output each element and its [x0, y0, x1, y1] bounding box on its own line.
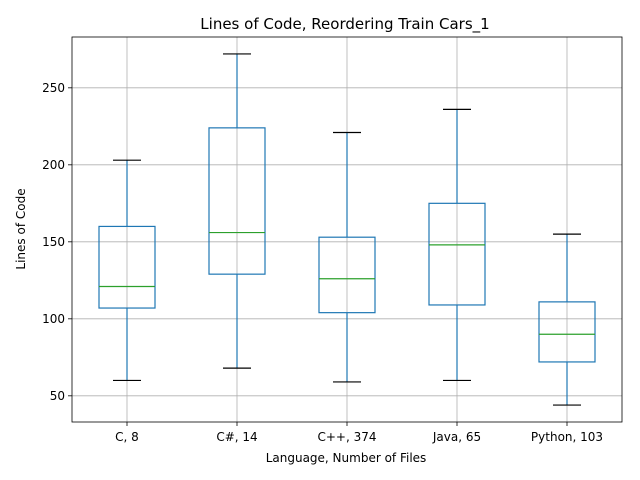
y-tick-label: 200: [42, 158, 65, 172]
iqr-box: [98, 225, 156, 309]
x-tick-label: Java, 65: [432, 430, 481, 444]
y-tick-label: 100: [42, 312, 65, 326]
box-2: [318, 131, 376, 383]
x-tick-label: C++, 374: [317, 430, 376, 444]
y-tick-label: 50: [50, 389, 65, 403]
iqr-box: [208, 127, 266, 275]
box-1: [208, 53, 266, 369]
x-axis-ticks: C, 8 C#, 14 C++, 374 Java, 65 Python, 103: [115, 422, 603, 444]
y-tick-label: 250: [42, 81, 65, 95]
chart-title: Lines of Code, Reordering Train Cars_1: [200, 15, 489, 34]
box-series: [98, 53, 596, 406]
y-axis-ticks: 50 100 150 200 250: [42, 81, 72, 403]
iqr-box: [318, 236, 376, 314]
grid-lines: [72, 37, 622, 422]
box-4: [538, 233, 596, 406]
x-tick-label: Python, 103: [531, 430, 603, 444]
box-0: [98, 159, 156, 382]
box-3: [428, 108, 486, 382]
y-tick-label: 150: [42, 235, 65, 249]
x-tick-label: C, 8: [115, 430, 139, 444]
x-axis-label: Language, Number of Files: [266, 451, 427, 465]
iqr-box: [428, 202, 486, 306]
iqr-box: [538, 301, 596, 363]
x-tick-label: C#, 14: [216, 430, 257, 444]
y-axis-label: Lines of Code: [14, 188, 28, 269]
